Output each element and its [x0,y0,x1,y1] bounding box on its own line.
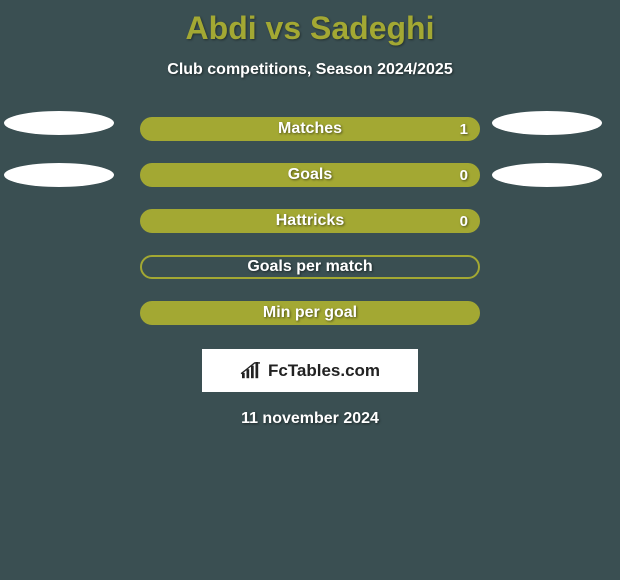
stat-label: Matches [278,120,342,138]
stat-value: 0 [460,213,468,230]
stat-rows: Matches 1 Goals 0 Hattricks 0 Goals per match M… [0,117,620,325]
stat-bar: Goals 0 [140,163,480,187]
stat-row: Goals 0 [0,163,620,187]
stat-label: Goals per match [247,258,372,276]
left-ellipse [4,111,114,135]
stat-row: Min per goal [0,301,620,325]
stat-bar: Hattricks 0 [140,209,480,233]
infographic-container: Abdi vs Sadeghi Club competitions, Seaso… [0,0,620,580]
stat-row: Matches 1 [0,117,620,141]
left-ellipse [4,163,114,187]
page-title: Abdi vs Sadeghi [0,0,620,47]
stat-bar: Matches 1 [140,117,480,141]
stat-bar: Goals per match [140,255,480,279]
right-ellipse [492,163,602,187]
stat-label: Goals [288,166,332,184]
barchart-icon [240,362,262,380]
logo-text: FcTables.com [268,361,380,381]
stat-value: 0 [460,167,468,184]
logo-box[interactable]: FcTables.com [202,349,418,392]
date-text: 11 november 2024 [0,410,620,428]
stat-label: Hattricks [276,212,344,230]
stat-label: Min per goal [263,304,357,322]
stat-row: Goals per match [0,255,620,279]
stat-row: Hattricks 0 [0,209,620,233]
subtitle: Club competitions, Season 2024/2025 [0,61,620,79]
stat-bar: Min per goal [140,301,480,325]
right-ellipse [492,111,602,135]
stat-value: 1 [460,121,468,138]
